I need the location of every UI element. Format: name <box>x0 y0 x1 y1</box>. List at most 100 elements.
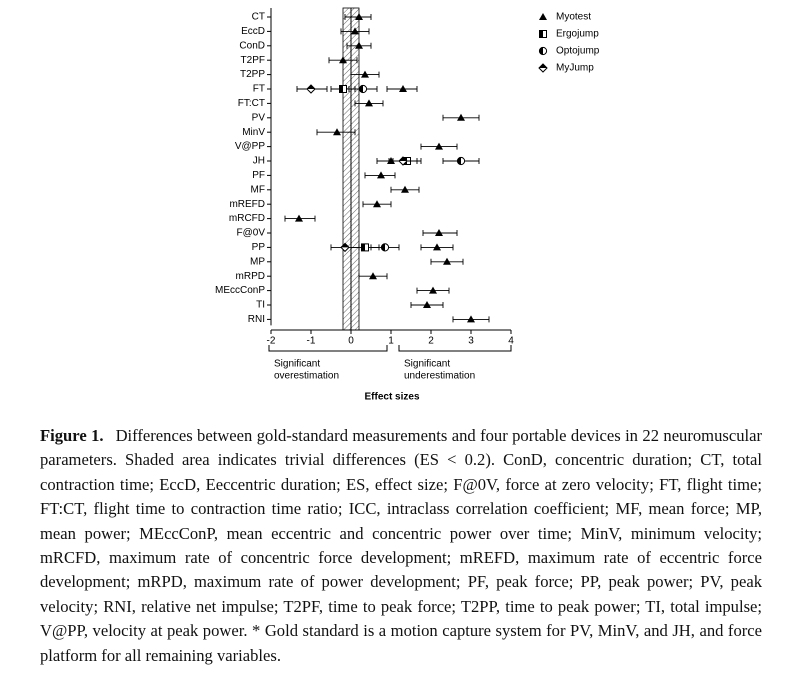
marker <box>365 99 373 107</box>
marker <box>355 41 363 49</box>
marker <box>377 171 385 179</box>
marker <box>398 156 408 166</box>
circle-half <box>539 47 543 55</box>
marker <box>358 84 368 94</box>
triangle <box>399 85 407 92</box>
diamond-half <box>307 85 315 89</box>
triangle <box>467 315 475 323</box>
marker <box>538 63 548 73</box>
marker <box>306 84 316 94</box>
x-tick-label: 2 <box>428 336 434 347</box>
y-tick-label: JH <box>253 156 265 167</box>
triangle <box>295 214 303 222</box>
caption-text: Differences between gold-standard measur… <box>40 426 762 665</box>
marker <box>340 242 350 253</box>
marker <box>435 142 443 150</box>
triangle <box>355 41 363 49</box>
caption-label: Figure 1. <box>40 426 104 445</box>
y-tick-label: V@PP <box>235 141 265 152</box>
y-tick-label: FT <box>253 84 265 95</box>
marker <box>429 286 437 294</box>
triangle <box>435 229 443 236</box>
y-tick-label: ConD <box>239 40 265 51</box>
triangle <box>373 200 381 208</box>
marker <box>433 243 441 251</box>
y-tick-label: RNI <box>248 314 265 325</box>
marker <box>361 243 369 252</box>
square-half <box>539 30 543 38</box>
x-tick-label: 4 <box>508 336 514 347</box>
marker <box>539 13 547 20</box>
marker <box>339 56 347 64</box>
triangle <box>435 142 443 150</box>
y-tick-label: MP <box>250 256 265 267</box>
y-tick-label: T2PF <box>241 55 265 66</box>
triangle <box>443 257 451 265</box>
triangle <box>339 56 347 64</box>
triangle <box>361 70 369 78</box>
legend-label: Myotest <box>556 12 591 23</box>
diamond-half <box>539 64 547 68</box>
y-tick-label: PP <box>252 242 266 253</box>
y-tick-label: PV <box>252 112 266 123</box>
y-tick-label: TI <box>256 300 265 311</box>
marker <box>467 315 475 323</box>
marker <box>423 301 431 308</box>
marker <box>538 46 548 56</box>
annotation: Significant <box>404 359 450 370</box>
marker <box>339 85 347 93</box>
x-tick-label: 1 <box>388 336 394 347</box>
triangle <box>369 272 377 280</box>
marker <box>355 13 363 20</box>
y-tick-label: PF <box>252 170 265 181</box>
marker <box>457 113 465 121</box>
circle-half <box>457 157 461 165</box>
y-tick-label: T2PP <box>240 69 265 80</box>
triangle <box>351 27 359 35</box>
marker <box>295 214 303 222</box>
marker <box>456 156 466 166</box>
marker <box>373 200 381 208</box>
triangle <box>457 113 465 121</box>
annotation: underestimation <box>404 371 475 382</box>
annotation-bracket <box>398 345 512 352</box>
y-tick-label: mRPD <box>236 271 265 282</box>
triangle <box>433 243 441 251</box>
marker <box>401 185 409 193</box>
triangle <box>377 171 385 179</box>
legend-label: Ergojump <box>556 29 599 40</box>
y-tick-label: mRCFD <box>229 213 265 224</box>
y-tick-label: MinV <box>242 127 265 138</box>
annotation-bracket <box>268 345 388 352</box>
y-tick-label: EccD <box>241 26 265 37</box>
circle-half <box>381 243 385 251</box>
triangle <box>423 301 431 308</box>
y-tick-label: FT:CT <box>238 98 265 109</box>
x-tick-label: 3 <box>468 336 474 347</box>
annotation: overestimation <box>274 371 339 382</box>
marker <box>361 70 369 78</box>
diamond-half <box>399 157 407 161</box>
legend-label: MyJump <box>556 63 594 74</box>
marker <box>369 272 377 280</box>
square-half <box>361 243 365 251</box>
caption: Figure 1. Differences between gold-standa… <box>40 424 762 668</box>
triangle <box>333 128 341 136</box>
marker <box>333 128 341 136</box>
legend-label: Optojump <box>556 46 600 57</box>
y-tick-label: MF <box>251 184 265 195</box>
y-tick-label: MEccConP <box>215 285 265 296</box>
marker <box>539 30 547 38</box>
circle-half <box>359 85 363 93</box>
annotation: Significant <box>274 359 320 370</box>
triangle <box>365 99 373 107</box>
x-tick-label: -2 <box>267 336 276 347</box>
square-half <box>339 85 343 93</box>
triangle <box>387 157 395 164</box>
x-axis-label: Effect sizes <box>364 392 419 403</box>
marker <box>387 157 395 164</box>
x-tick-label: 0 <box>348 336 354 347</box>
y-tick-label: F@0V <box>237 228 266 239</box>
marker <box>351 27 359 35</box>
